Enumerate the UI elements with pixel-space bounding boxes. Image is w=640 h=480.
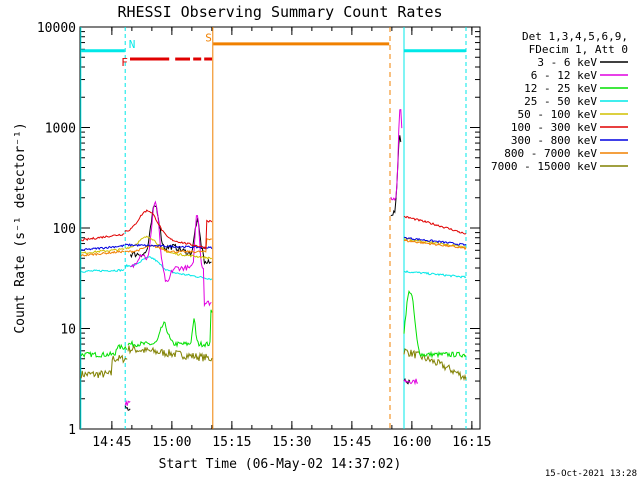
series-7000-15000-kev-segment-3 — [403, 348, 467, 382]
legend-label: 300 - 800 keV — [511, 134, 597, 147]
legend-header-line: FDecim 1, Att 0 — [529, 43, 628, 56]
x-tick-label: 16:00 — [392, 435, 431, 450]
x-axis-label: Start Time (06-May-02 14:37:02) — [159, 457, 402, 472]
series-50-100-kev-segment-3 — [403, 237, 467, 248]
night-flag-label: N — [129, 38, 136, 51]
legend-label: 50 - 100 keV — [518, 108, 598, 121]
series-300-800-kev-segment-2 — [124, 243, 213, 250]
legend-label: 6 - 12 keV — [531, 69, 598, 82]
series-100-300-kev-segment-1 — [80, 233, 125, 242]
series-50-100-kev-segment-1 — [81, 248, 125, 255]
series-6-12-kev-segment-1 — [124, 399, 131, 406]
series-25-50-kev-segment-1 — [80, 268, 125, 273]
flare-flag-label: F — [121, 56, 128, 69]
series-3-6-kev-segment-4 — [403, 378, 411, 385]
legend-header-line: Det 1,3,4,5,6,9, — [522, 30, 628, 43]
x-tick-label: 14:45 — [92, 435, 131, 450]
legend-label: 800 - 7000 keV — [504, 147, 597, 160]
chart-title: RHESSI Observing Summary Count Rates — [117, 3, 442, 21]
series-7000-15000-kev-segment-1 — [80, 354, 128, 379]
y-axis-label: Count Rate (s⁻¹ detector⁻¹) — [13, 122, 28, 333]
series-6-12-kev-segment-4 — [403, 378, 419, 386]
legend: Det 1,3,4,5,6,9,FDecim 1, Att 03 - 6 keV… — [491, 30, 628, 173]
series-25-50-kev-segment-2 — [124, 256, 213, 281]
y-tick-label: 100 — [53, 222, 76, 237]
legend-label: 100 - 300 keV — [511, 121, 597, 134]
series-50-100-kev-segment-2 — [124, 235, 213, 260]
legend-label: 25 - 50 keV — [524, 95, 597, 108]
plot-frame — [79, 26, 481, 430]
series-800-7000-kev-segment-1 — [80, 250, 125, 257]
legend-label: 7000 - 15000 keV — [491, 160, 597, 173]
series-6-12-kev-segment-2 — [130, 200, 212, 308]
x-tick-label: 15:15 — [212, 435, 251, 450]
series-800-7000-kev-segment-2 — [124, 238, 212, 254]
series-3-6-kev-segment-3 — [390, 135, 402, 217]
y-tick-label: 10 — [60, 323, 76, 338]
series-3-6-kev-segment-1 — [124, 405, 131, 411]
series-100-300-kev-segment-3 — [403, 215, 467, 235]
x-tick-label: 15:00 — [152, 435, 191, 450]
series-300-800-kev-segment-1 — [81, 244, 125, 251]
series-12-25-kev-segment-3 — [403, 290, 467, 359]
x-tick-label: 15:45 — [332, 435, 371, 450]
axes: 14:45 15:00 15:15 15:30 15:45 16:00 16:15 1 10 10… — [37, 21, 492, 450]
data-series: NF S — [80, 27, 467, 429]
series-6-12-kev-segment-3 — [390, 108, 403, 202]
y-tick-label: 10000 — [37, 21, 76, 36]
series-100-300-kev-segment-2 — [124, 209, 213, 251]
series-300-800-kev-segment-3 — [403, 236, 467, 246]
series-7000-15000-kev-segment-2 — [127, 344, 213, 362]
series-25-50-kev-segment-3 — [404, 270, 467, 279]
footer-timestamp: 15-Oct-2021 13:28 — [545, 469, 637, 479]
series-12-25-kev-segment-1 — [80, 343, 128, 358]
legend-label: 3 - 6 keV — [537, 56, 597, 69]
x-tick-label: 16:15 — [452, 435, 491, 450]
series-800-7000-kev-segment-3 — [403, 239, 467, 251]
legend-label: 12 - 25 keV — [524, 82, 597, 95]
y-tick-label: 1 — [68, 423, 76, 438]
series-12-25-kev-segment-2 — [127, 309, 213, 348]
saa-flag-label: S — [205, 31, 212, 44]
x-tick-label: 15:30 — [272, 435, 311, 450]
y-tick-label: 1000 — [45, 122, 76, 137]
